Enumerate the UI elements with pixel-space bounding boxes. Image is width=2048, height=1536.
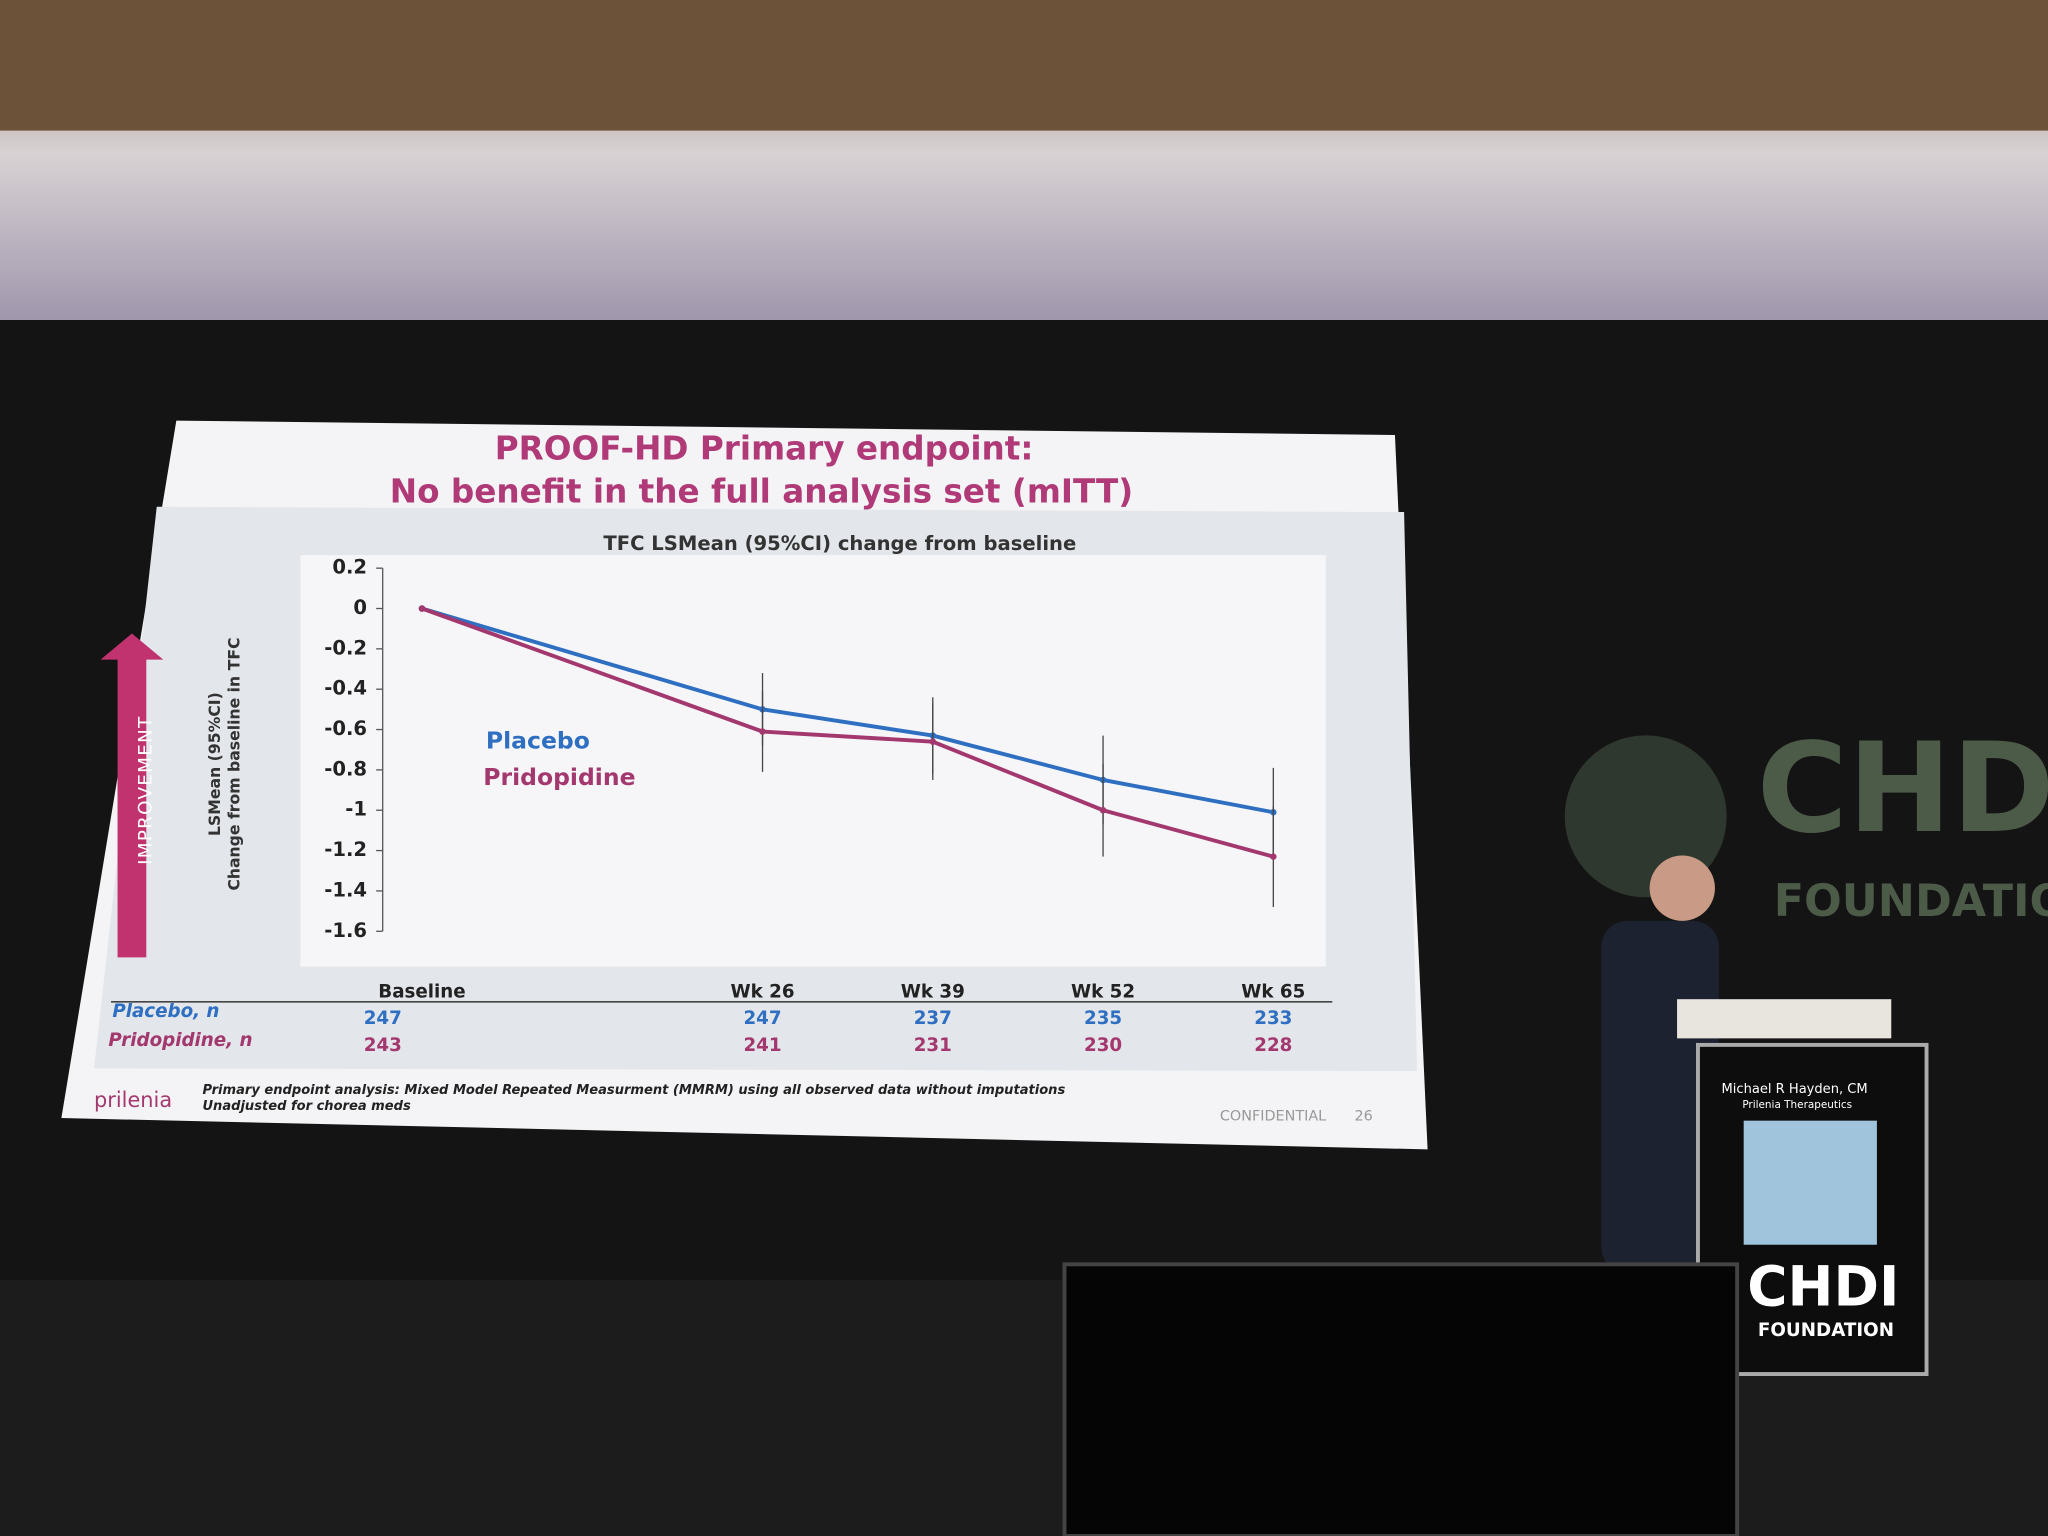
- chandelier-area: [0, 0, 2048, 131]
- x-tick-label: Wk 39: [901, 982, 965, 1003]
- y-tick-label: 0.2: [332, 556, 367, 579]
- y-tick-label: -0.2: [324, 636, 367, 659]
- podium-top: [1677, 999, 1892, 1039]
- table-cell: 243: [364, 1035, 402, 1056]
- table-cell: 233: [1254, 1008, 1292, 1029]
- podium-logo: CHDI: [1747, 1255, 1899, 1319]
- table-cell: 247: [364, 1008, 402, 1029]
- table-row-label: Pridopidine, n: [108, 1030, 252, 1051]
- footnote: Unadjusted for chorea meds: [202, 1099, 411, 1114]
- y-tick-label: -1.6: [324, 919, 367, 942]
- x-tick-label: Baseline: [378, 982, 465, 1003]
- legend-entry: Pridopidine: [483, 763, 635, 791]
- table-cell: 235: [1084, 1008, 1122, 1029]
- subtitle: TFC LSMean (95%CI) change from baseline: [603, 532, 1076, 555]
- table-cell: 241: [743, 1035, 781, 1056]
- table-cell: 230: [1084, 1035, 1122, 1056]
- y-tick-label: -1.2: [324, 838, 367, 861]
- table-cell: 247: [743, 1008, 781, 1029]
- y-tick-label: -0.4: [324, 677, 367, 700]
- improvement-arrow: [100, 633, 164, 958]
- speaker-name: Michael R Hayden, CM: [1722, 1082, 1868, 1097]
- y-tick-label: -1: [345, 798, 367, 821]
- x-tick-label: Wk 26: [730, 982, 794, 1003]
- speaker-head: [1649, 855, 1715, 921]
- table-row-label: Placebo, n: [112, 1001, 219, 1022]
- y-tick-label: -0.6: [324, 717, 367, 740]
- chart: 0.2 0 -0.2 -0.4 -0.6 -0.8 -1 -1.2 -1.4 -1.6 Baseli…: [108, 556, 1305, 1057]
- logo: prilenia: [94, 1088, 172, 1112]
- legend-entry: Placebo: [486, 726, 590, 754]
- y-tick-label: -0.8: [324, 757, 367, 780]
- improvement-label: IMPROVEMENT: [135, 715, 156, 864]
- y-axis-label: LSMean (95%CI): [205, 692, 224, 836]
- x-tick-label: Wk 52: [1071, 982, 1135, 1003]
- data-point: [759, 728, 766, 735]
- monitor: [1062, 1262, 1740, 1536]
- data-point: [418, 605, 426, 612]
- table-cell: 237: [914, 1008, 952, 1029]
- page-number: 26: [1354, 1109, 1372, 1125]
- title-line: PROOF-HD Primary endpoint:: [495, 430, 1034, 468]
- y-tick-label: 0: [353, 596, 367, 619]
- table-cell: 231: [914, 1035, 952, 1056]
- data-point: [1099, 806, 1107, 814]
- backdrop-logo-sub: FOUNDATION: [1774, 876, 2048, 927]
- title-line: No benefit in the full analysis set (mIT…: [390, 473, 1133, 511]
- table-cell: 228: [1254, 1035, 1292, 1056]
- y-tick-label: -1.4: [324, 878, 367, 901]
- backdrop-logo: CHDI: [1757, 717, 2048, 861]
- data-point: [929, 738, 937, 745]
- confidential: CONFIDENTIAL: [1220, 1109, 1326, 1125]
- speaker-org: Prilenia Therapeutics: [1742, 1099, 1852, 1111]
- footnote: Primary endpoint analysis: Mixed Model R…: [202, 1083, 1065, 1098]
- x-tick-label: Wk 65: [1241, 982, 1305, 1003]
- data-point: [1270, 853, 1277, 860]
- y-axis-label: Change from baseline in TFC: [225, 637, 244, 890]
- podium-tree: [1743, 1120, 1877, 1245]
- podium-logo-sub: FOUNDATION: [1758, 1320, 1894, 1341]
